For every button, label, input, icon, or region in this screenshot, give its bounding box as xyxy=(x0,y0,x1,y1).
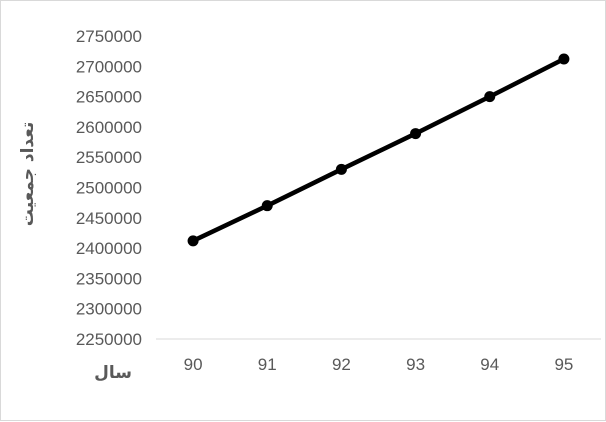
y-tick-label: 2350000 xyxy=(76,269,142,288)
data-point xyxy=(187,235,199,247)
x-tick-label: 93 xyxy=(406,355,425,374)
x-tick-label: 95 xyxy=(554,355,573,374)
x-tick-label: 92 xyxy=(332,355,351,374)
data-point xyxy=(558,53,570,65)
y-tick-label: 2300000 xyxy=(76,300,142,319)
data-point xyxy=(484,91,496,103)
y-tick-label: 2700000 xyxy=(76,57,142,76)
y-tick-label: 2650000 xyxy=(76,88,142,107)
y-tick-label: 2750000 xyxy=(76,27,142,46)
y-axis-ticks: 2250000 2300000 2350000 2400000 2450000 25000… xyxy=(76,27,142,349)
y-tick-label: 2550000 xyxy=(76,148,142,167)
x-axis-ticks: 90 91 92 93 94 95 xyxy=(184,355,574,374)
y-axis-title: تعداد جمعیت xyxy=(18,122,38,226)
data-point xyxy=(261,200,273,212)
data-point xyxy=(335,163,347,175)
x-axis-title: سال xyxy=(94,363,132,383)
x-tick-label: 90 xyxy=(184,355,203,374)
data-point xyxy=(410,128,422,140)
y-tick-label: 2600000 xyxy=(76,118,142,137)
series-group xyxy=(187,53,570,247)
y-tick-label: 2250000 xyxy=(76,330,142,349)
series-line xyxy=(192,57,565,243)
y-tick-label: 2500000 xyxy=(76,179,142,198)
x-tick-label: 91 xyxy=(258,355,277,374)
y-tick-label: 2400000 xyxy=(76,239,142,258)
y-tick-label: 2450000 xyxy=(76,209,142,228)
x-tick-label: 94 xyxy=(480,355,499,374)
